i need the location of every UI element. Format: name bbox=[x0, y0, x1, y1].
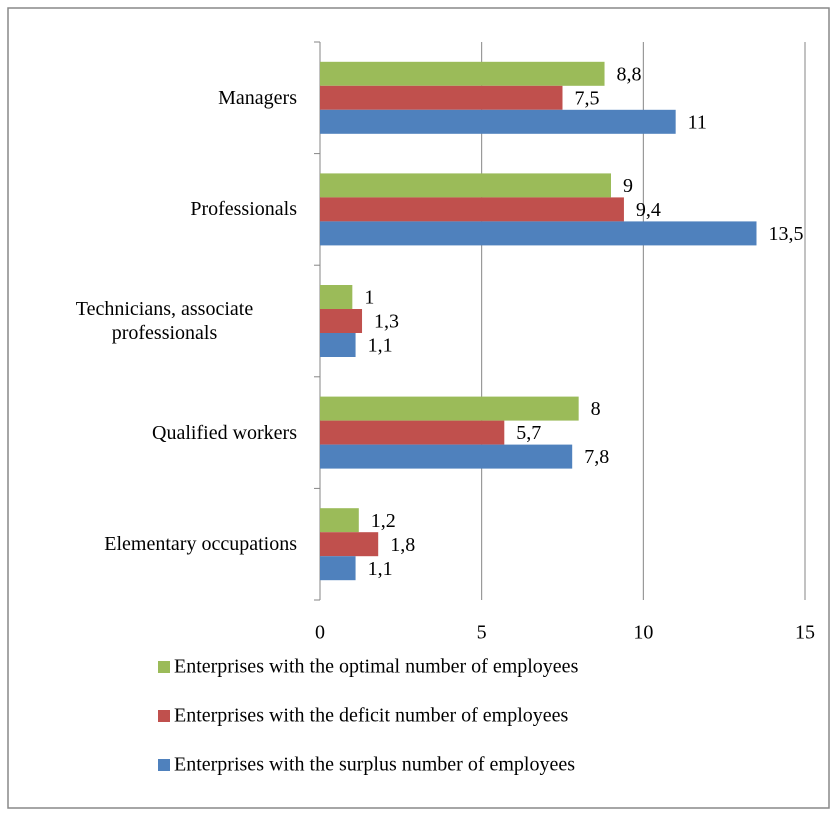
x-tick-label: 0 bbox=[315, 622, 325, 644]
legend-swatch bbox=[158, 661, 170, 673]
y-tick-label: Professionals bbox=[27, 154, 297, 266]
legend-label: Enterprises with the surplus number of e… bbox=[174, 754, 575, 776]
data-label: 1,3 bbox=[374, 311, 399, 333]
data-label: 13,5 bbox=[769, 223, 804, 245]
bar bbox=[320, 197, 624, 222]
y-tick-label: Qualified workers bbox=[27, 377, 297, 489]
bar bbox=[320, 309, 363, 333]
y-tick-label: Elementary occupations bbox=[27, 488, 297, 600]
data-label: 9 bbox=[623, 175, 633, 197]
data-label: 7,5 bbox=[575, 87, 600, 109]
data-label: 1,1 bbox=[368, 335, 393, 357]
bar bbox=[320, 173, 611, 198]
data-label: 1,8 bbox=[390, 534, 415, 556]
legend-label: Enterprises with the deficit number of e… bbox=[174, 705, 569, 727]
legend-label: Enterprises with the optimal number of e… bbox=[174, 656, 579, 678]
bar bbox=[320, 333, 356, 357]
data-label: 1,1 bbox=[368, 558, 393, 580]
data-label: 7,8 bbox=[584, 446, 609, 468]
bar bbox=[320, 420, 505, 445]
category-text: Technicians, associate professionals bbox=[75, 297, 254, 344]
data-label: 8,8 bbox=[617, 63, 642, 85]
x-tick-label: 10 bbox=[633, 622, 653, 644]
bar bbox=[320, 444, 573, 469]
legend-swatch bbox=[158, 710, 170, 722]
legend-swatch bbox=[158, 759, 170, 771]
data-label: 8 bbox=[591, 398, 601, 420]
category-text: Qualified workers bbox=[152, 421, 297, 444]
y-tick-label: Managers bbox=[27, 42, 297, 154]
data-label: 9,4 bbox=[636, 199, 661, 221]
bar bbox=[320, 532, 379, 557]
data-label: 5,7 bbox=[516, 422, 541, 444]
bar bbox=[320, 221, 757, 246]
category-text: Managers bbox=[218, 86, 297, 109]
data-label: 1 bbox=[364, 287, 374, 309]
bar bbox=[320, 85, 563, 110]
y-tick-label: Technicians, associate professionals bbox=[27, 265, 297, 377]
data-label: 1,2 bbox=[371, 510, 396, 532]
bar bbox=[320, 556, 356, 581]
x-tick-label: 5 bbox=[477, 622, 487, 644]
bar bbox=[320, 285, 353, 309]
bar bbox=[320, 508, 359, 533]
category-text: Elementary occupations bbox=[104, 533, 297, 556]
category-text: Professionals bbox=[190, 198, 297, 221]
bar bbox=[320, 396, 579, 421]
data-label: 11 bbox=[688, 111, 707, 133]
x-tick-label: 15 bbox=[795, 622, 815, 644]
bar bbox=[320, 61, 605, 86]
bar bbox=[320, 109, 676, 134]
